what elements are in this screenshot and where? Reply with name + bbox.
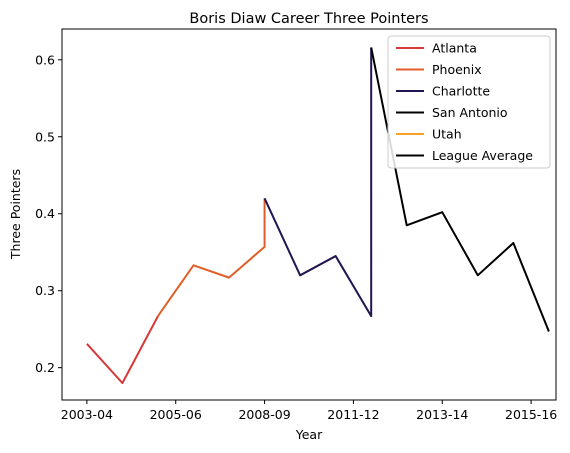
x-tick-label: 2003-04	[61, 407, 113, 422]
legend-label-0: Atlanta	[432, 41, 477, 56]
series-line-2	[263, 47, 373, 318]
legend: Atlanta Phoenix Charlotte San Antonio Utah Le…	[387, 35, 551, 169]
series-line-1	[157, 198, 266, 317]
x-tick-label: 2005-06	[150, 407, 202, 422]
chart-title: Boris Diaw Career Three Pointers	[189, 11, 428, 27]
y-tick-label: 0.5	[35, 129, 55, 144]
x-tick-label: 2008-09	[238, 407, 290, 422]
y-tick-label: 0.3	[35, 283, 55, 298]
legend-label-3: San Antonio	[432, 105, 508, 120]
x-axis: 2003-04 2005-06 2008-09 2011-12 2013-14 2015-…	[61, 400, 557, 422]
series-line-3	[370, 47, 550, 332]
legend-label-5: League Average	[432, 148, 533, 163]
y-tick-label: 0.2	[35, 360, 55, 375]
x-axis-label: Year	[295, 427, 323, 442]
plot-frame	[61, 28, 557, 401]
x-tick-label: 2013-14	[416, 407, 468, 422]
y-axis: 0.2 0.3 0.4 0.5 0.6	[35, 52, 62, 375]
series-line-0	[86, 315, 159, 385]
legend-frame	[387, 35, 551, 169]
legend-label-2: Charlotte	[432, 84, 490, 99]
legend-label-1: Phoenix	[432, 62, 482, 77]
y-axis-label: Three Pointers	[8, 169, 23, 260]
x-tick-label: 2015-16	[505, 407, 557, 422]
x-tick-label: 2011-12	[327, 407, 379, 422]
y-tick-label: 0.6	[35, 52, 55, 67]
plot-lines	[86, 47, 550, 385]
legend-label-4: Utah	[432, 127, 462, 142]
y-tick-label: 0.4	[35, 206, 55, 221]
